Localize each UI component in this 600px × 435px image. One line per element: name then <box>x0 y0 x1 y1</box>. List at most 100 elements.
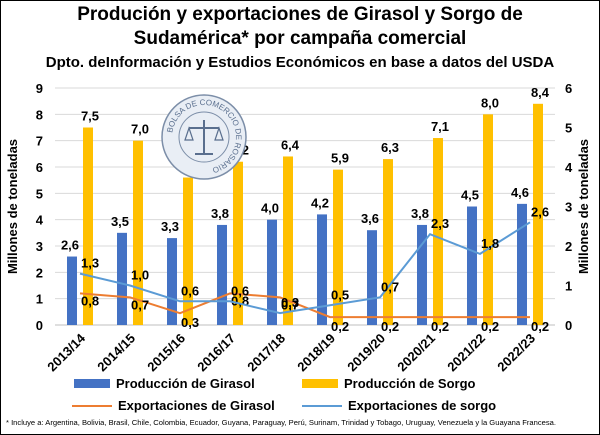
bar-sorgo <box>233 161 243 325</box>
legend-swatch-girasol <box>74 379 110 388</box>
x-tick-label: 2014/15 <box>94 331 138 375</box>
label-sorgo: 6,4 <box>281 137 300 152</box>
label-sorgo-export: 0,6 <box>181 283 199 298</box>
y-tick-label: 0 <box>36 318 43 333</box>
label-girasol: 4,5 <box>461 188 479 203</box>
chart-title-line1: Produción y exportaciones de Girasol y S… <box>77 4 523 25</box>
legend-label-sorgo: Producción de Sorgo <box>344 376 476 391</box>
y-tick-label: 6 <box>36 160 43 175</box>
y-tick-label: 3 <box>36 239 43 254</box>
bar-girasol <box>517 203 527 325</box>
y2-tick-label: 6 <box>565 81 572 96</box>
footnote: * Incluye a: Argentina, Bolivia, Brasil,… <box>6 418 557 427</box>
label-girasol: 3,3 <box>161 219 179 234</box>
y-tick-label: 4 <box>36 213 44 228</box>
y2-axis-title: Millones de toneladas <box>576 139 591 274</box>
x-tick-label: 2020/21 <box>394 331 438 375</box>
label-sorgo-export: 2,6 <box>531 204 549 219</box>
label-girasol-export: 0,2 <box>531 319 549 334</box>
label-sorgo: 6,3 <box>381 140 399 155</box>
y-tick-label: 7 <box>36 134 43 149</box>
legend-swatch-sorgo <box>302 379 338 388</box>
label-girasol: 3,8 <box>211 206 229 221</box>
bar-sorgo <box>383 159 393 325</box>
label-sorgo-export: 1,8 <box>481 236 499 251</box>
bar-sorgo <box>183 177 193 325</box>
y2-tick-label: 4 <box>565 160 573 175</box>
legend-label-girasol: Producción de Girasol <box>116 376 255 391</box>
bar-sorgo <box>483 114 493 325</box>
y2-tick-label: 5 <box>565 121 572 136</box>
legend-swatch-girasol-export <box>72 404 112 407</box>
bar-girasol <box>467 206 477 325</box>
label-sorgo: 8,4 <box>531 85 550 100</box>
x-tick-label: 2016/17 <box>194 331 238 375</box>
x-tick-label: 2017/18 <box>244 331 288 375</box>
label-girasol-export: 0,8 <box>81 293 99 308</box>
label-girasol-export: 0,2 <box>381 319 399 334</box>
bar-sorgo <box>83 127 93 325</box>
bar-girasol <box>167 238 177 325</box>
bar-girasol <box>367 230 377 325</box>
bar-girasol <box>317 214 327 325</box>
label-sorgo: 7,1 <box>431 119 449 134</box>
y2-tick-label: 2 <box>565 239 572 254</box>
bar-girasol <box>417 224 427 325</box>
legend-label-sorgo-export: Exportaciones de sorgo <box>348 398 497 413</box>
label-girasol-export: 0,2 <box>431 319 449 334</box>
label-girasol-export: 0,2 <box>481 319 499 334</box>
label-girasol: 2,6 <box>61 238 79 253</box>
bar-girasol <box>117 232 127 325</box>
legend-label-girasol-export: Exportaciones de Girasol <box>118 398 275 413</box>
bar-girasol <box>67 256 77 325</box>
label-girasol: 3,5 <box>111 214 129 229</box>
x-tick-label: 2015/16 <box>144 331 188 375</box>
x-tick-label: 2022/23 <box>494 331 538 375</box>
label-girasol-export: 0,7 <box>131 297 149 312</box>
y-tick-label: 9 <box>36 81 43 96</box>
label-girasol: 4,6 <box>511 185 529 200</box>
x-tick-label: 2013/14 <box>44 330 88 374</box>
y2-tick-label: 1 <box>565 279 572 294</box>
line-sorgo-export <box>79 221 531 315</box>
bar-girasol <box>267 219 277 325</box>
bar-sorgo <box>333 169 343 325</box>
y2-tick-label: 0 <box>565 318 572 333</box>
label-sorgo-export: 1,0 <box>131 268 149 283</box>
label-sorgo-export: 0,7 <box>381 279 399 294</box>
y-tick-label: 8 <box>36 107 43 122</box>
y-axis-title: Millones de toneladas <box>5 139 20 274</box>
label-sorgo: 5,9 <box>331 151 349 166</box>
legend-sorgo-produccion: Producción de Sorgo <box>302 376 475 391</box>
label-sorgo-export: 0,5 <box>331 287 349 302</box>
legend-girasol-produccion: Producción de Girasol <box>74 376 255 391</box>
chart-subtitle: Dpto. deInformación y Estudios Económico… <box>45 54 555 71</box>
label-girasol: 3,8 <box>411 206 429 221</box>
x-tick-label: 2018/19 <box>294 331 338 375</box>
label-sorgo: 8,0 <box>481 95 499 110</box>
label-sorgo-export: 0,6 <box>231 283 249 298</box>
x-tick-label: 2019/20 <box>344 331 388 375</box>
y-tick-label: 5 <box>36 186 43 201</box>
y-tick-label: 2 <box>36 265 43 280</box>
label-girasol: 3,6 <box>361 211 379 226</box>
bar-girasol <box>217 224 227 325</box>
label-girasol: 4,0 <box>261 201 279 216</box>
label-sorgo: 7,5 <box>81 109 99 124</box>
label-sorgo-export: 1,3 <box>81 256 99 271</box>
chart-title-line2: Sudamérica* por campaña comercial <box>133 28 467 49</box>
bar-sorgo <box>133 140 143 325</box>
line-girasol-export <box>79 292 530 319</box>
label-girasol: 4,2 <box>311 195 329 210</box>
bar-sorgo <box>283 156 293 325</box>
label-girasol-export: 0,3 <box>181 315 199 330</box>
bcr-logo-icon: BOLSA DE COMERCIO DE ROSARIO <box>161 94 247 180</box>
label-sorgo: 7,0 <box>131 122 149 137</box>
x-tick-label: 2021/22 <box>444 331 488 375</box>
y-tick-label: 1 <box>36 292 43 307</box>
legend-sorgo-exportaciones: Exportaciones de sorgo <box>302 398 496 413</box>
label-girasol-export: 0,7 <box>281 297 299 312</box>
label-girasol-export: 0,2 <box>331 319 349 334</box>
